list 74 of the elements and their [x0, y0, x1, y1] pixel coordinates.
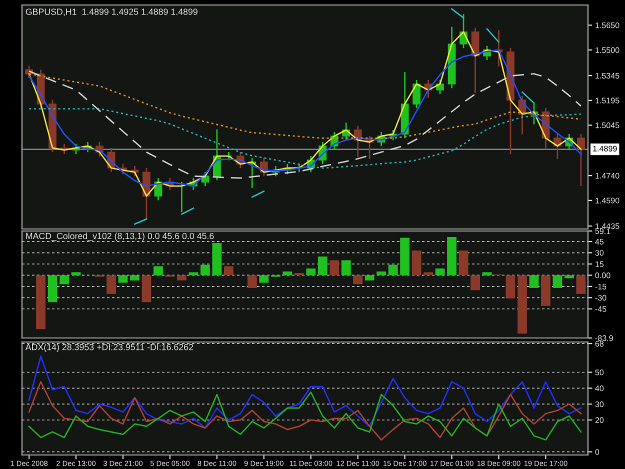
y-tick-label: 40	[595, 385, 604, 392]
y-tick-label: 1.5650	[596, 22, 620, 28]
candlestick	[412, 79, 420, 109]
ref-line-label: 1.4899	[593, 146, 617, 152]
bar	[224, 266, 234, 276]
line-series	[28, 108, 582, 169]
y-tick-label: -45	[595, 306, 606, 312]
y-tick-label: 15	[596, 261, 604, 267]
bar	[447, 237, 456, 276]
bar	[470, 275, 480, 290]
bar	[60, 275, 69, 284]
bar	[259, 275, 269, 283]
bar	[435, 268, 445, 276]
bar	[353, 275, 363, 284]
bar	[142, 275, 152, 302]
y-tick-label: 30	[595, 401, 604, 408]
y-tick-label: 68	[595, 340, 604, 347]
bar	[364, 275, 374, 280]
bar	[552, 275, 562, 288]
candlestick	[577, 133, 585, 187]
bar	[541, 275, 550, 306]
y-tick-label: -15	[595, 284, 606, 290]
y-tick-label: 1.5195	[596, 98, 620, 104]
y-tick-label: 1.4740	[596, 172, 620, 179]
chart-title: GBPUSD,H1 1.4899 1.4925 1.4889 1.4899	[26, 8, 198, 16]
bar	[36, 275, 46, 330]
y-tick-label: 0	[595, 449, 600, 455]
bar	[154, 266, 163, 276]
bar	[177, 275, 186, 280]
bar	[200, 264, 210, 276]
y-tick-label: 20	[595, 417, 604, 423]
bar	[388, 264, 398, 276]
y-tick-label: -83.9	[595, 335, 613, 341]
bar	[412, 250, 422, 276]
y-tick-label: 1.4590	[596, 198, 620, 204]
bar	[330, 260, 340, 276]
bar	[576, 275, 586, 294]
bar	[400, 238, 410, 276]
bar	[458, 250, 468, 276]
y-tick-label: 30	[595, 250, 604, 256]
bar	[247, 275, 257, 288]
y-tick-label: 1.4435	[596, 223, 620, 230]
bar	[188, 272, 198, 276]
line-series	[28, 381, 582, 441]
y-tick-label: 50	[595, 370, 604, 376]
chart-title: ADX(14) 28.3953 +DI:23.9511 -DI:16.6262	[25, 344, 194, 352]
bar	[130, 275, 140, 280]
chart-title: MACD_Colored_v102 (8,13,1) 0.0 45.6 0.0 45.6	[26, 232, 214, 241]
y-tick-label: 1.5045	[596, 122, 620, 128]
bar	[318, 256, 328, 276]
candlestick	[436, 79, 444, 95]
bar	[306, 268, 316, 276]
bar	[48, 275, 58, 302]
line-series	[28, 356, 582, 429]
bar	[518, 275, 527, 334]
bar	[118, 275, 128, 283]
y-tick-label: 0.00	[595, 272, 610, 278]
bar	[282, 271, 292, 276]
bar	[424, 272, 433, 276]
line-series	[28, 391, 582, 441]
y-tick-label: 45	[595, 238, 604, 245]
bar	[341, 260, 351, 276]
bar	[212, 243, 222, 276]
bar	[376, 271, 386, 276]
bar	[529, 275, 539, 288]
bar	[506, 275, 516, 298]
bar	[106, 275, 116, 294]
y-tick-label: -30	[595, 294, 606, 301]
bar	[71, 272, 81, 276]
y-tick-label: 1.5345	[596, 72, 620, 79]
bar	[564, 275, 574, 278]
bar	[294, 272, 304, 276]
y-tick-label: 1.5500	[596, 47, 620, 53]
bar	[482, 272, 492, 276]
